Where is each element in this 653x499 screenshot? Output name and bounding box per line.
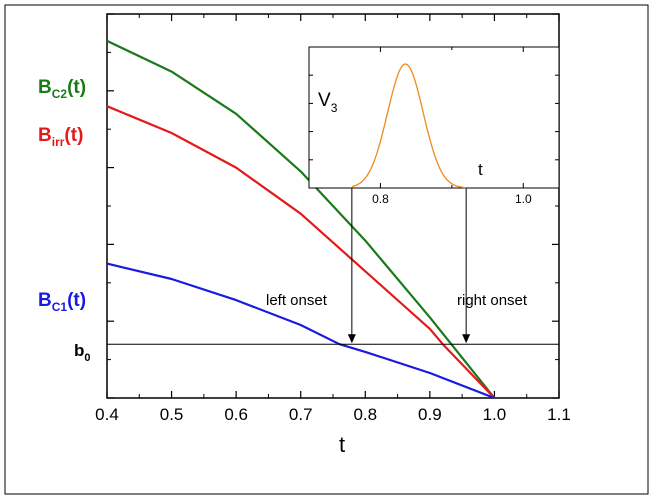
main-x-tick-label: 0.5 xyxy=(160,405,184,424)
inset-v3-curve xyxy=(351,63,467,189)
main-x-tick-label: 1.1 xyxy=(547,405,571,424)
series-label-bc2: BC2(t) xyxy=(38,77,86,101)
annotation-left-onset: left onset xyxy=(266,292,328,309)
main-series xyxy=(106,39,496,400)
inset-y-axis-label: V3 xyxy=(318,90,338,115)
main-x-axis-label: t xyxy=(339,432,345,457)
main-plot: 0.4 0.5 0.6 0.7 0.8 0.9 1.0 1.1 t BC2(t) Birr(t… xyxy=(38,13,571,457)
inset-plot: 0.8 1.0 V3 t xyxy=(308,46,560,206)
main-x-tick-label: 0.9 xyxy=(418,405,442,424)
inset-y-ticks xyxy=(309,46,559,189)
annotation-right-onset: right onset xyxy=(457,292,528,309)
series-label-birr: Birr(t) xyxy=(38,125,83,149)
series-line-birrt xyxy=(106,105,496,399)
series-line-bc1t xyxy=(106,262,495,400)
series-line-bc2t xyxy=(106,39,496,399)
b0-label: b0 xyxy=(74,341,91,364)
onset-arrow-head xyxy=(347,334,356,344)
inset-plot-frame xyxy=(308,46,560,189)
main-x-tick-label: 0.6 xyxy=(224,405,248,424)
main-x-tick-label: 0.8 xyxy=(353,405,377,424)
main-x-ticks: 0.4 0.5 0.6 0.7 0.8 0.9 1.0 1.1 xyxy=(95,14,571,424)
inset-x-axis-label: t xyxy=(478,160,483,179)
main-x-tick-label: 0.7 xyxy=(289,405,313,424)
inset-x-tick-label: 0.8 xyxy=(372,192,389,206)
main-x-tick-label: 1.0 xyxy=(483,405,507,424)
main-x-tick-label: 0.4 xyxy=(95,405,119,424)
inset-x-tick-label: 1.0 xyxy=(515,192,532,206)
inset-x-ticks: 0.8 1.0 xyxy=(308,47,532,206)
onset-arrow-head xyxy=(462,334,471,344)
series-label-bc1: BC1(t) xyxy=(38,290,86,314)
onset-arrows xyxy=(347,188,471,344)
